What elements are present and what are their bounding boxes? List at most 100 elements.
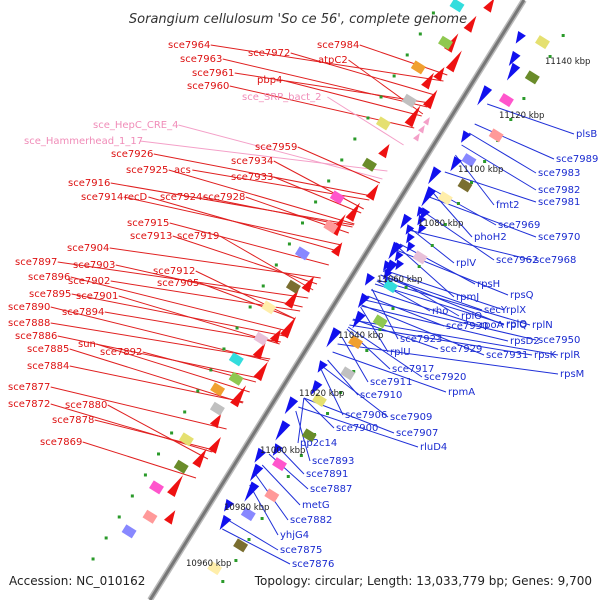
feature-block [264, 488, 280, 503]
gene-arrow [352, 310, 366, 329]
gene-arrow [331, 242, 343, 257]
leader-line [332, 351, 447, 393]
feature-block [178, 432, 194, 447]
gene-label-sce7960: sce7960 [187, 81, 229, 92]
tick-dot [299, 454, 303, 458]
gene-label-sce7897: sce7897 [15, 257, 57, 268]
tick-dot [392, 74, 396, 78]
gene-label-sce7890: sce7890 [8, 302, 50, 313]
leader-line [297, 146, 381, 184]
gene-label-sce7914: sce7914 [81, 192, 123, 203]
leader-line [397, 246, 455, 298]
gene-arrow [483, 0, 494, 13]
gene-label-sce7904: sce7904 [67, 243, 109, 254]
tick-dot [104, 536, 108, 540]
feature-block [372, 314, 388, 329]
leader-line [327, 359, 359, 396]
feature-block [375, 116, 391, 131]
leader-line [139, 140, 388, 172]
leader-line [371, 289, 479, 326]
gene-label-sce7923: sce7923 [400, 334, 442, 345]
leader-line [382, 270, 460, 317]
leader-line [222, 528, 291, 565]
leader-line [361, 305, 509, 342]
kbp-label: 11060 kbp [377, 275, 422, 285]
feature-block [524, 70, 540, 85]
gene-label-rplv: rplV [456, 258, 476, 269]
feature-block [311, 393, 327, 408]
gene-arrow [219, 514, 232, 530]
gene-label-sce7924: sce7924 [160, 192, 202, 203]
leader-line [399, 243, 476, 285]
gene-label-sce7931: sce7931 [486, 350, 528, 361]
gene-label-sce7950: sce7950 [538, 335, 580, 346]
gene-label-sce7875: sce7875 [280, 545, 322, 556]
feature-block [348, 335, 363, 350]
leader-line [420, 209, 495, 261]
gene-label-sce7917: sce7917 [392, 364, 434, 375]
gene-arrow [365, 184, 379, 201]
leader-line [168, 169, 355, 225]
gene-arrow [506, 62, 521, 81]
gene-label-sce7895: sce7895 [29, 289, 71, 300]
gene-label-rplo: rplO [506, 319, 527, 330]
leader-line [222, 58, 428, 108]
tick-dot [301, 221, 305, 225]
gene-arrow [269, 329, 282, 344]
leader-line [346, 328, 391, 370]
gene-label-sce7894: sce7894 [62, 307, 104, 318]
gene-label-sce7886: sce7886 [15, 331, 57, 342]
gene-label-sce7963: sce7963 [180, 54, 222, 65]
gene-label-fmt2: fmt2 [496, 200, 520, 211]
accession-text: Accession: NC_010162 [9, 574, 146, 588]
gene-arrow [254, 447, 267, 463]
leader-line [408, 229, 533, 261]
scale-tick-dots [91, 11, 565, 584]
gene-label-sce7892: sce7892 [100, 347, 142, 358]
tick-dot [196, 389, 200, 393]
gene-label-sce7912: sce7912 [153, 266, 195, 277]
leader-line [50, 386, 227, 430]
gene-label-sce7981: sce7981 [538, 197, 580, 208]
gene-label-sce7884: sce7884 [27, 361, 69, 372]
feature-block [285, 279, 301, 294]
gene-arrow [395, 259, 404, 271]
gene-label-sce7876: sce7876 [292, 559, 334, 570]
gene-label-sce7913: sce7913 [130, 231, 172, 242]
leader-line [367, 295, 445, 327]
gene-arrow [272, 443, 283, 456]
leader-line [57, 335, 259, 379]
tick-dot [183, 410, 187, 414]
leader-line [303, 397, 335, 429]
tick-dot [327, 179, 331, 183]
tick-dot [548, 55, 552, 59]
gene-label-sce7872: sce7872 [8, 399, 50, 410]
gene-label-sce7888: sce7888 [8, 318, 50, 329]
left-gene-labels: sce7984 sce7964 sce7972 sce7963 atpC2 sce7961… [8, 40, 359, 448]
leader-line [69, 348, 243, 404]
gene-label-rho: rho [432, 306, 448, 317]
gene-label-rpsh: rpsH [477, 279, 500, 290]
gene-arrow [224, 499, 235, 512]
gene-label-sce7964: sce7964 [168, 40, 210, 51]
gene-label-rplr: rplR [560, 350, 580, 361]
tick-dot [247, 538, 251, 542]
gene-label-sce-hepc-cre-4: sce_HepC_CRE_4 [93, 120, 178, 131]
gene-arrow [417, 223, 427, 235]
gene-arrow [167, 475, 183, 497]
tick-dot [470, 181, 474, 185]
gene-arrow [406, 232, 415, 244]
gene-arrow [209, 414, 222, 429]
tick-dot [235, 326, 239, 330]
gene-label-rplx: rplX [506, 305, 526, 316]
gene-arrow [383, 268, 393, 280]
gene-label-sce7893: sce7893 [312, 456, 354, 467]
leader-line [444, 171, 537, 203]
tick-dot [352, 370, 356, 374]
leader-line [109, 247, 321, 279]
leader-line [71, 293, 285, 337]
leader-line [352, 319, 559, 356]
tick-dot [353, 137, 357, 141]
leader-line [298, 406, 419, 448]
kbp-label: 10980 kbp [224, 503, 269, 513]
